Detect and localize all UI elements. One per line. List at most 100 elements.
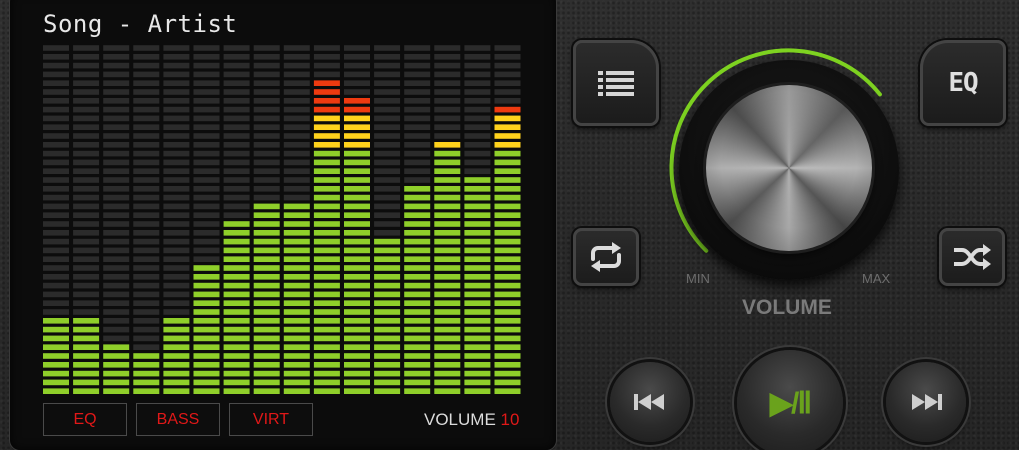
spectrum-segment: [133, 291, 160, 298]
spectrum-segment: [193, 238, 220, 245]
spectrum-segment: [103, 186, 130, 192]
spectrum-segment: [253, 98, 280, 104]
spectrum-segment: [103, 256, 130, 262]
previous-track-button[interactable]: [610, 362, 690, 442]
spectrum-segment: [344, 291, 370, 298]
spectrum-segment: [253, 168, 280, 174]
spectrum-segment: [73, 388, 100, 394]
spectrum-segment: [103, 45, 130, 51]
spectrum-segment: [374, 115, 401, 122]
spectrum-segment: [163, 89, 190, 95]
spectrum-segment: [494, 98, 521, 104]
spectrum-bar: [374, 45, 401, 394]
spectrum-segment: [73, 159, 100, 166]
spectrum-segment: [313, 133, 340, 139]
spectrum-segment: [374, 353, 401, 359]
spectrum-segment: [374, 133, 401, 139]
spectrum-segment: [404, 168, 431, 174]
spectrum-segment: [434, 71, 461, 78]
spectrum-segment: [464, 203, 491, 210]
spectrum-segment: [404, 142, 431, 148]
spectrum-segment: [223, 344, 250, 350]
eq-effect-button[interactable]: EQ: [43, 403, 127, 436]
spectrum-segment: [464, 212, 491, 218]
spectrum-segment: [163, 256, 190, 262]
play-pause-icon: ▶/Ⅱ: [769, 386, 812, 420]
spectrum-segment: [283, 212, 310, 218]
spectrum-segment: [163, 168, 190, 174]
spectrum-segment: [43, 265, 69, 271]
spectrum-segment: [404, 344, 431, 350]
bass-effect-button[interactable]: BASS: [136, 403, 220, 436]
spectrum-segment: [464, 326, 491, 333]
spectrum-segment: [193, 230, 220, 236]
virt-effect-button[interactable]: VIRT: [229, 403, 313, 436]
volume-knob[interactable]: [667, 48, 912, 288]
spectrum-segment: [344, 265, 370, 271]
spectrum-segment: [193, 203, 220, 210]
spectrum-segment: [133, 115, 160, 122]
spectrum-segment: [103, 230, 130, 236]
spectrum-segment: [223, 203, 250, 210]
spectrum-segment: [43, 177, 69, 183]
spectrum-segment: [374, 62, 401, 69]
spectrum-segment: [133, 309, 160, 315]
spectrum-segment: [313, 62, 340, 69]
spectrum-segment: [43, 186, 69, 192]
spectrum-segment: [434, 80, 461, 86]
spectrum-segment: [344, 177, 370, 183]
next-track-button[interactable]: [886, 362, 966, 442]
spectrum-segment: [283, 194, 310, 201]
spectrum-segment: [133, 370, 160, 377]
spectrum-segment: [313, 379, 340, 386]
spectrum-segment: [464, 256, 491, 262]
spectrum-segment: [103, 274, 130, 280]
spectrum-segment: [313, 256, 340, 262]
spectrum-segment: [404, 370, 431, 377]
playlist-button[interactable]: [573, 40, 659, 126]
spectrum-segment: [434, 265, 461, 271]
spectrum-segment: [464, 265, 491, 271]
spectrum-segment: [344, 62, 370, 69]
spectrum-segment: [73, 344, 100, 350]
spectrum-segment: [374, 142, 401, 148]
equalizer-button[interactable]: EQ: [920, 40, 1006, 126]
spectrum-segment: [133, 54, 160, 60]
spectrum-segment: [43, 388, 69, 394]
spectrum-segment: [133, 186, 160, 192]
spectrum-segment: [253, 203, 280, 210]
shuffle-button[interactable]: [939, 228, 1005, 286]
spectrum-segment: [43, 256, 69, 262]
play-pause-button[interactable]: ▶/Ⅱ: [737, 350, 843, 450]
spectrum-segment: [223, 45, 250, 51]
spectrum-segment: [163, 150, 190, 157]
repeat-button[interactable]: [573, 228, 639, 286]
spectrum-segment: [283, 71, 310, 78]
spectrum-segment: [223, 353, 250, 359]
spectrum-segment: [313, 282, 340, 289]
spectrum-segment: [133, 238, 160, 245]
spectrum-segment: [103, 353, 130, 359]
spectrum-segment: [133, 212, 160, 218]
volume-level-arc: [669, 48, 882, 253]
spectrum-segment: [193, 124, 220, 130]
spectrum-segment: [193, 300, 220, 306]
equalizer-button-label: EQ: [948, 68, 978, 98]
spectrum-bar: [464, 45, 491, 394]
volume-knob-ring: [679, 60, 899, 280]
spectrum-segment: [283, 282, 310, 289]
spectrum-segment: [494, 194, 521, 201]
spectrum-segment: [223, 98, 250, 104]
spectrum-segment: [73, 353, 100, 359]
spectrum-segment: [404, 309, 431, 315]
spectrum-segment: [253, 379, 280, 386]
spectrum-segment: [193, 115, 220, 122]
spectrum-segment: [313, 344, 340, 350]
spectrum-bar: [404, 45, 431, 394]
spectrum-segment: [223, 274, 250, 280]
spectrum-segment: [253, 177, 280, 183]
spectrum-segment: [344, 159, 370, 166]
spectrum-segment: [344, 379, 370, 386]
spectrum-segment: [223, 177, 250, 183]
spectrum-segment: [494, 309, 521, 315]
